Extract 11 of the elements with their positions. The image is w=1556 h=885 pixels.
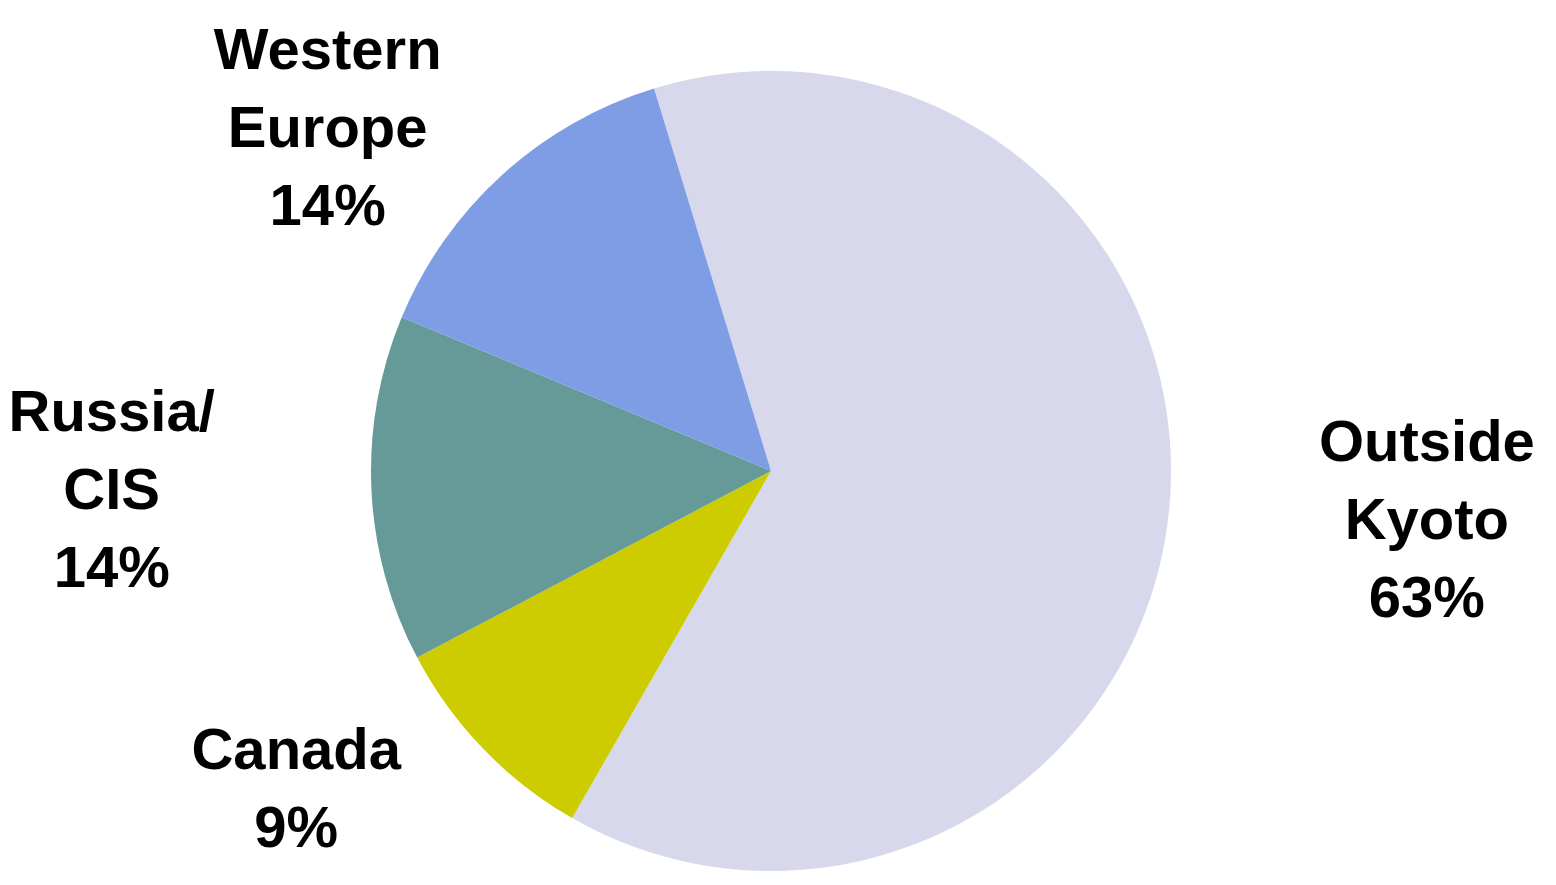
slice-label: Outside Kyoto <box>1318 408 1535 552</box>
data-label: 9% <box>254 793 339 859</box>
slice-label: Russia/CIS <box>8 377 215 521</box>
slice-label: Canada <box>191 715 402 781</box>
pie-slice <box>417 471 771 819</box>
slice-label: Western Europe <box>213 16 442 160</box>
pie-slice <box>572 71 1171 871</box>
data-label: 14% <box>53 533 170 599</box>
data-label: 14% <box>269 172 386 238</box>
data-label: 63% <box>1368 564 1485 630</box>
pie-slice <box>371 317 771 658</box>
